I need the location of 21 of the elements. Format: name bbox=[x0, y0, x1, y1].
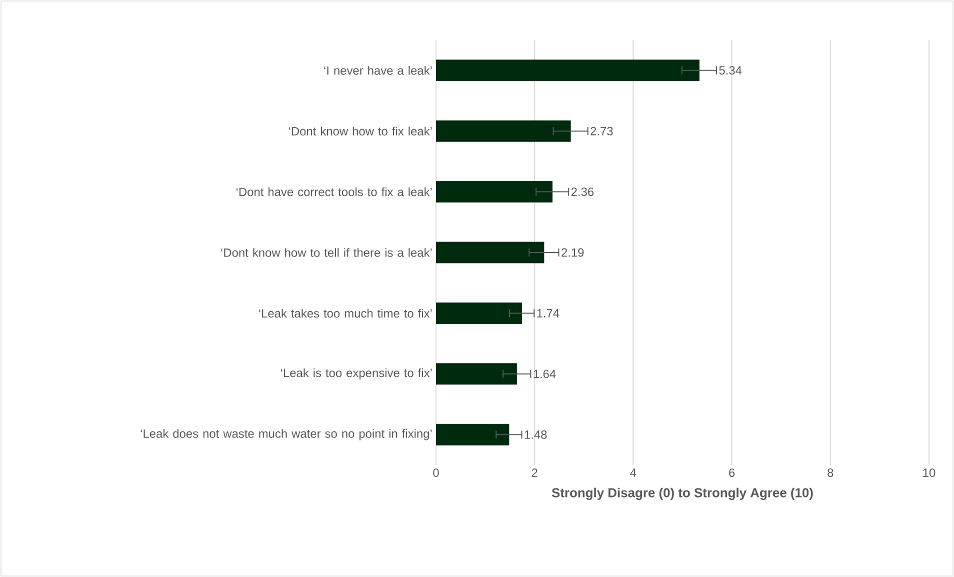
data-label: 1.64 bbox=[534, 370, 556, 378]
x-tick-label: 2 bbox=[532, 468, 538, 477]
x-tick-label: 10 bbox=[923, 468, 936, 477]
data-label: 1.48 bbox=[524, 430, 547, 439]
y-tick-label: ‘I never have a leak’ bbox=[324, 66, 432, 75]
x-tick-label: 0 bbox=[433, 468, 439, 477]
y-tick-label: ‘Dont know how to tell if there is a leak’ bbox=[221, 248, 432, 257]
x-tick-label: 4 bbox=[630, 468, 636, 477]
data-label: 2.19 bbox=[562, 248, 584, 257]
y-tick-label: ‘Leak does not waste much water so no point in fixing’ bbox=[140, 429, 432, 440]
x-tick-label: 6 bbox=[729, 468, 735, 477]
data-label: 5.34 bbox=[719, 66, 742, 75]
y-tick-label: ‘Leak takes too much time to fix’ bbox=[259, 308, 432, 318]
y-tick-label: ‘Dont have correct tools to fix a leak’ bbox=[236, 187, 432, 196]
data-label: 2.36 bbox=[571, 188, 594, 196]
y-tick-label: ‘Dont know how to fix leak’ bbox=[289, 126, 432, 136]
data-label: 1.74 bbox=[537, 309, 560, 318]
data-label: 2.73 bbox=[590, 126, 613, 136]
y-tick-label: ‘Leak is too expensive to fix’ bbox=[281, 368, 432, 380]
x-axis-title: Strongly Disagre (0) to Strongly Agree (10) bbox=[552, 488, 813, 500]
x-tick-label: 8 bbox=[828, 468, 834, 477]
